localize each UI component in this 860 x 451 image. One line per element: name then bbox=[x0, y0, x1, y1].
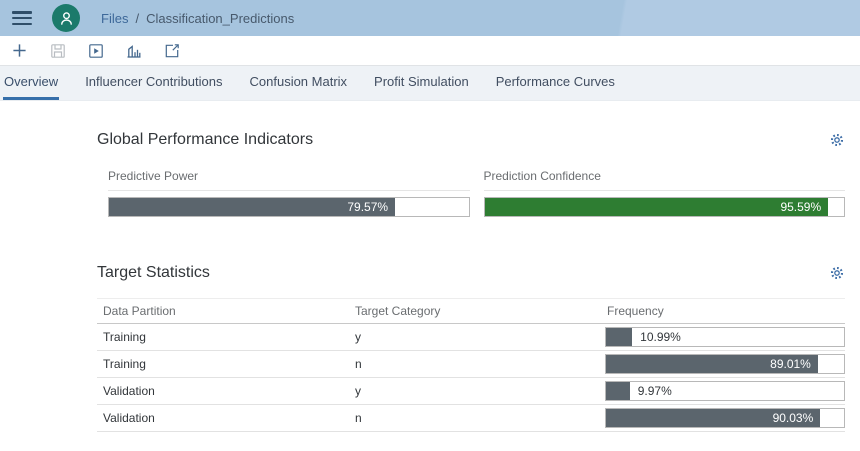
target-settings-gear-icon[interactable] bbox=[829, 265, 845, 281]
tab-performance-curves[interactable]: Performance Curves bbox=[495, 74, 615, 89]
col-header-target-category: Target Category bbox=[355, 304, 441, 318]
bar-value-label: 10.99% bbox=[640, 330, 681, 344]
kpi-row: Predictive Power 79.57% Prediction Confi… bbox=[108, 169, 845, 217]
frequency-bar: 89.01% bbox=[605, 354, 845, 374]
table-row[interactable]: Validation y 9.97% bbox=[97, 378, 845, 405]
shell-header: Files / Classification_Predictions bbox=[0, 0, 860, 36]
save-icon[interactable] bbox=[49, 42, 66, 59]
kpi-label: Prediction Confidence bbox=[483, 169, 845, 191]
cell-partition: Training bbox=[103, 330, 146, 344]
bar-value-label: 90.03% bbox=[772, 411, 814, 425]
share-icon[interactable] bbox=[163, 42, 180, 59]
person-icon bbox=[58, 10, 75, 27]
breadcrumb: Files / Classification_Predictions bbox=[101, 11, 294, 26]
breadcrumb-separator: / bbox=[135, 10, 140, 26]
table-row[interactable]: Validation n 90.03% bbox=[97, 405, 845, 432]
tab-profit-simulation[interactable]: Profit Simulation bbox=[374, 74, 469, 89]
col-header-data-partition: Data Partition bbox=[103, 304, 176, 318]
kpi-label: Predictive Power bbox=[108, 169, 470, 191]
predictive-power-bar: 79.57% bbox=[108, 197, 470, 217]
tab-overview[interactable]: Overview bbox=[3, 74, 60, 100]
cell-partition: Validation bbox=[103, 411, 155, 425]
menu-hamburger-icon[interactable] bbox=[12, 11, 32, 25]
bar-value-label: 9.97% bbox=[637, 384, 672, 398]
table-row[interactable]: Training y 10.99% bbox=[97, 324, 845, 351]
table-header-row: Data Partition Target Category Frequency bbox=[97, 298, 845, 324]
tab-confusion-matrix[interactable]: Confusion Matrix bbox=[249, 74, 348, 89]
cell-category: y bbox=[355, 330, 361, 344]
cell-category: n bbox=[355, 411, 362, 425]
run-icon[interactable] bbox=[87, 42, 104, 59]
frequency-bar: 90.03% bbox=[605, 408, 845, 428]
kpi-prediction-confidence: Prediction Confidence 95.59% bbox=[483, 169, 845, 217]
frequency-bar: 10.99% bbox=[605, 327, 845, 347]
kpi-section-title: Global Performance Indicators bbox=[97, 131, 314, 148]
breadcrumb-current-page: Classification_Predictions bbox=[146, 10, 295, 26]
table-row[interactable]: Training n 89.01% bbox=[97, 351, 845, 378]
kpi-settings-gear-icon[interactable] bbox=[829, 132, 845, 148]
cell-category: y bbox=[355, 384, 361, 398]
kpi-predictive-power: Predictive Power 79.57% bbox=[108, 169, 470, 217]
tab-strip: Overview Influencer Contributions Confus… bbox=[0, 66, 860, 101]
breadcrumb-files-link[interactable]: Files bbox=[101, 10, 129, 26]
col-header-frequency: Frequency bbox=[607, 304, 664, 318]
frequency-bar: 9.97% bbox=[605, 381, 845, 401]
simulation-chart-icon[interactable] bbox=[125, 42, 142, 59]
cell-category: n bbox=[355, 357, 362, 371]
bar-value-label: 79.57% bbox=[347, 200, 389, 214]
tab-influencer-contributions[interactable]: Influencer Contributions bbox=[85, 74, 223, 89]
bar-value-label: 89.01% bbox=[770, 357, 811, 371]
cell-partition: Validation bbox=[103, 384, 155, 398]
bar-value-label: 95.59% bbox=[780, 200, 822, 214]
prediction-confidence-bar: 95.59% bbox=[483, 197, 845, 217]
toolbar bbox=[0, 36, 860, 66]
target-section-title: Target Statistics bbox=[97, 264, 210, 281]
cell-partition: Training bbox=[103, 357, 146, 371]
add-icon[interactable] bbox=[11, 42, 28, 59]
user-avatar[interactable] bbox=[52, 4, 80, 32]
target-statistics-table: Data Partition Target Category Frequency… bbox=[97, 298, 845, 432]
main-content: Global Performance Indicators Predictive… bbox=[0, 131, 860, 432]
